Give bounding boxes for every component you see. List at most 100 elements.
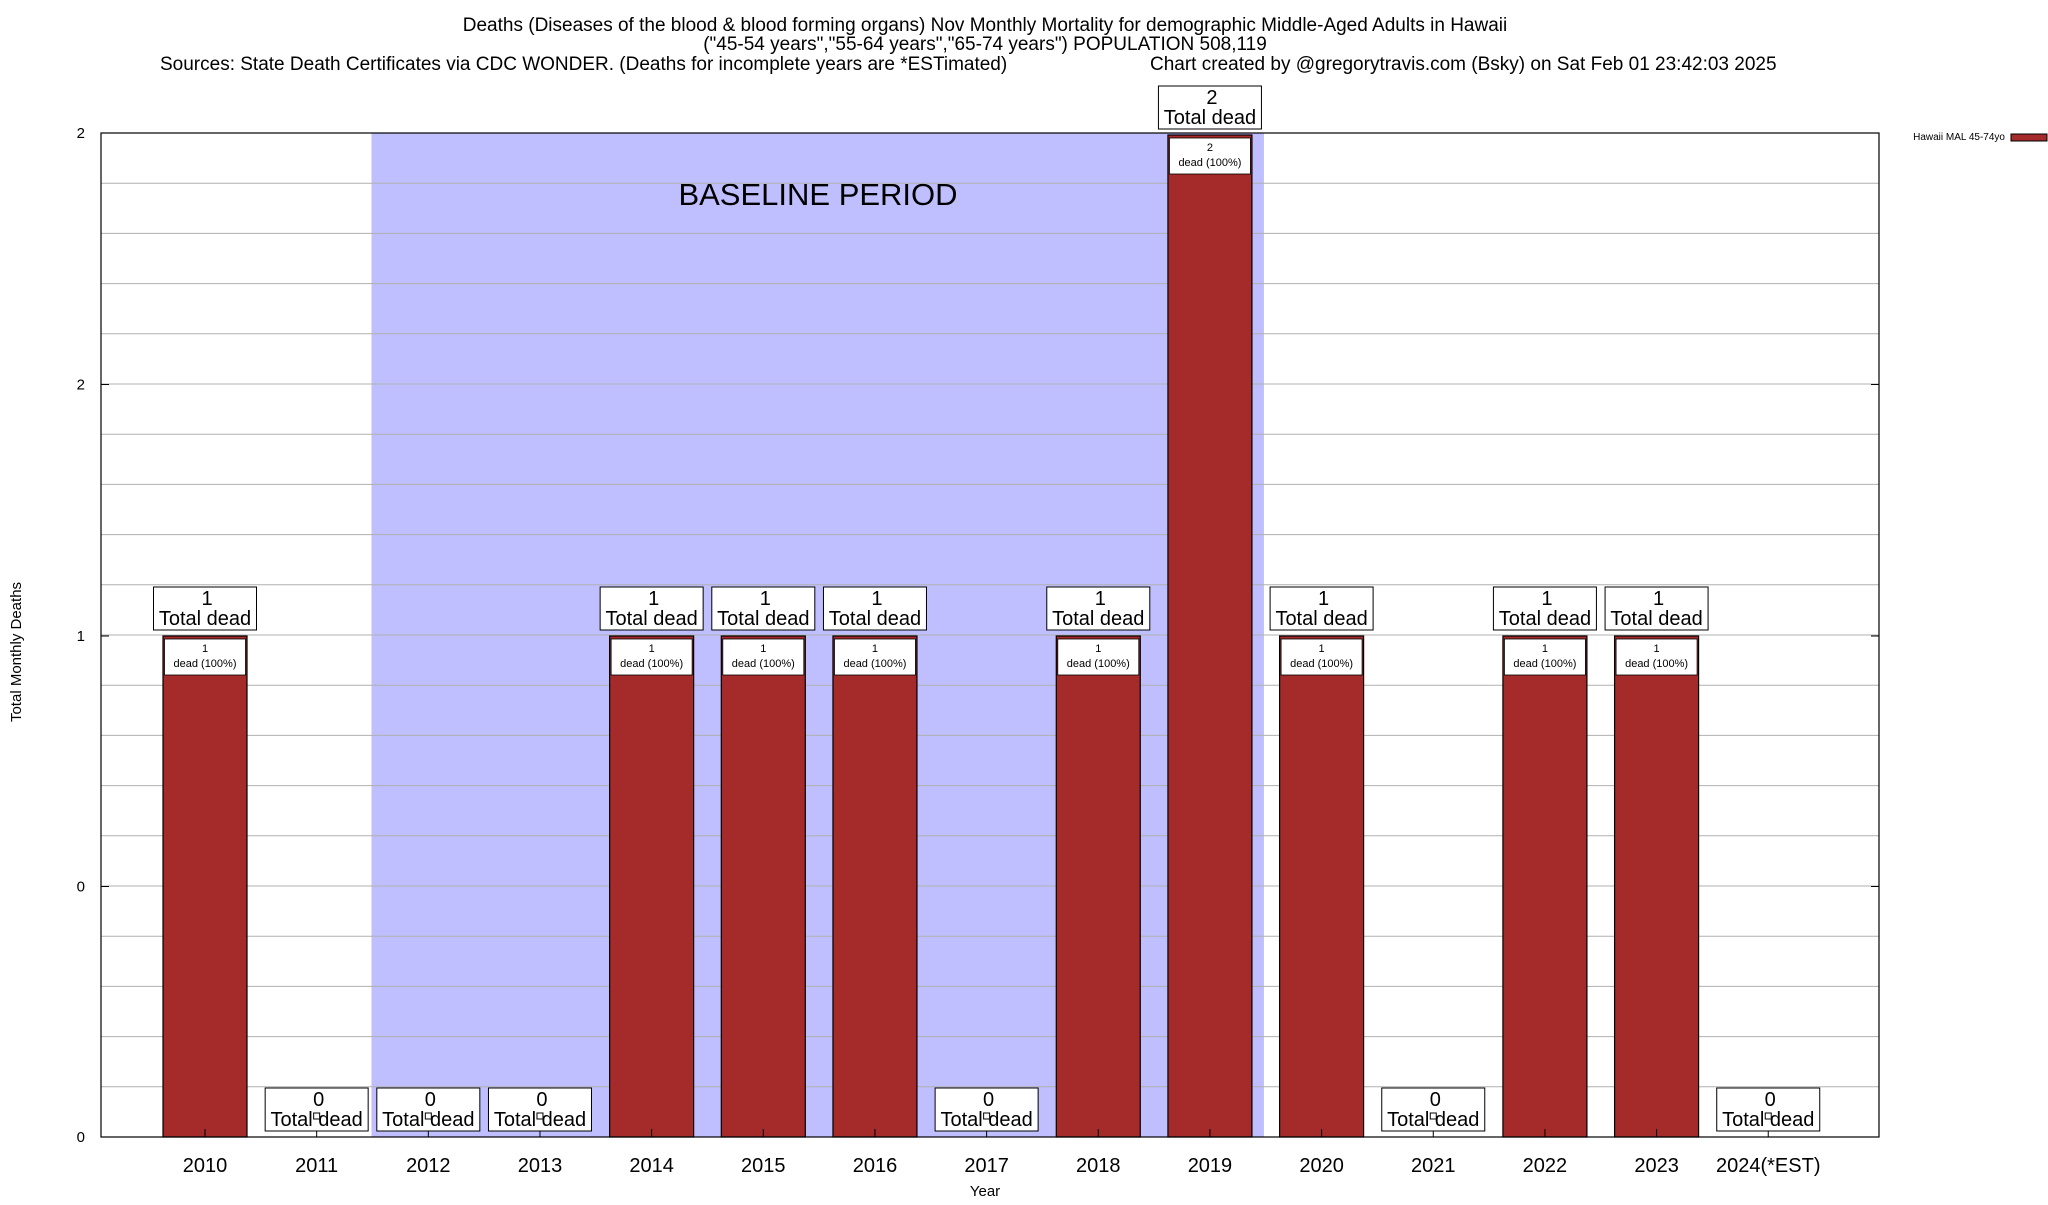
y-tick-label: 1 (77, 628, 85, 645)
legend-entry-swatch (2010, 133, 2048, 142)
chart-credit-text: Chart created by @gregorytravis.com (Bsk… (1150, 54, 1777, 75)
total-label-text: Total dead (717, 608, 809, 630)
x-tick-label: 2018 (1076, 1155, 1121, 1177)
bar-inner-label-value: 1 (1654, 643, 1660, 655)
bar-inner-label-box (610, 638, 693, 676)
bar-inner-label-text: dead (100%) (732, 658, 795, 670)
total-label-text: Total dead (1610, 608, 1702, 630)
total-label-box (1046, 586, 1151, 631)
plot-border (100, 132, 1880, 1138)
bar-inner-label-value: 1 (1095, 643, 1101, 655)
bar-inner-label-text: dead (100%) (1290, 658, 1353, 670)
baseline-period-label: BASELINE PERIOD (678, 177, 957, 212)
bar-inner-label-text: dead (100%) (1178, 157, 1241, 169)
legend-entry-label: Hawaii MAL 45-74yo (1913, 132, 2005, 143)
plot-frame (100, 132, 1880, 1138)
x-tick-label: 2019 (1188, 1155, 1233, 1177)
total-label-value: 0 (313, 1089, 324, 1111)
y-tick-label: 0 (77, 1129, 85, 1146)
y-axis-ticks: 0 0 1 2 2 (77, 125, 1879, 1146)
total-label-box (1492, 586, 1597, 631)
bar-2022 (1502, 635, 1588, 1138)
total-label-value: 1 (1541, 588, 1552, 610)
y-axis-label: Total Monthly Deaths (8, 582, 25, 722)
bar-2014 (609, 635, 695, 1138)
bar-2018 (1055, 635, 1141, 1138)
x-axis-label: Year (970, 1183, 1000, 1200)
x-tick-label: 2011 (295, 1155, 338, 1177)
bar-inner-label-box (1504, 638, 1586, 676)
bar-inner-label-value: 1 (1542, 643, 1548, 655)
zero-marker (424, 1112, 432, 1120)
bar-inner-label-value: 1 (202, 643, 208, 655)
x-tick-label: 2016 (853, 1155, 898, 1177)
bar-inner-label-text: dead (100%) (1513, 658, 1576, 670)
total-label-value: 0 (983, 1089, 994, 1111)
total-label-text: Total dead (271, 1109, 363, 1131)
total-label-box (1269, 586, 1374, 631)
chart-title-line-1: Deaths (Diseases of the blood & blood fo… (463, 15, 1507, 36)
x-tick-label: 2015 (741, 1155, 786, 1177)
total-label-box (376, 1087, 481, 1132)
chart-title-line-2: ("45-54 years","55-64 years","65-74 year… (703, 34, 1267, 55)
total-label-text: Total dead (1387, 1109, 1479, 1131)
total-label-box (1157, 85, 1262, 130)
bar-inner-label-value: 1 (872, 643, 878, 655)
total-label-value: 1 (1653, 588, 1664, 610)
y-tick-label: 2 (77, 125, 85, 142)
total-label-text: Total dead (1052, 608, 1144, 630)
bar-inner-label-text: dead (100%) (620, 658, 683, 670)
bar-2020 (1278, 635, 1365, 1138)
total-label-value: 2 (1206, 87, 1217, 109)
total-label-value: 1 (648, 588, 659, 610)
bar-inner-label-box (164, 638, 246, 676)
total-label-box (599, 586, 704, 631)
x-tick-label: 2014 (629, 1155, 674, 1177)
bar-inner-label-value: 2 (1207, 142, 1213, 154)
bar-2010 (162, 635, 248, 1138)
bar-inner-label-box (722, 638, 805, 676)
bar-2023 (1613, 635, 1700, 1138)
total-label-value: 1 (760, 588, 771, 610)
bar-inner-label-box (1169, 137, 1251, 175)
bar-inner-label-text: dead (100%) (1067, 658, 1130, 670)
x-tick-label: 2010 (183, 1155, 228, 1177)
bar-2019 (1167, 134, 1253, 1138)
total-label-text: Total dead (1499, 608, 1591, 630)
bar-inner-label-box (1280, 638, 1363, 676)
total-label-box (934, 1087, 1039, 1132)
total-label-box (487, 1087, 592, 1132)
total-label-value: 1 (1095, 588, 1106, 610)
total-label-text: Total dead (1275, 608, 1367, 630)
zero-marker (1429, 1112, 1437, 1120)
legend: Hawaii MAL 45-74yo (1913, 132, 2048, 143)
x-axis-ticks: 2010 2011 2012 2013 2014 2015 2016 2017 2018 2019… (183, 1129, 1821, 1177)
total-label-value: 1 (871, 588, 882, 610)
x-tick-label: 2017 (964, 1155, 1009, 1177)
total-label-box (153, 586, 257, 631)
total-label-box (1604, 586, 1709, 631)
total-label-value: 0 (1765, 1089, 1776, 1111)
total-label-text: Total dead (494, 1109, 586, 1131)
total-label-text: Total dead (1722, 1109, 1814, 1131)
total-label-value: 1 (1318, 588, 1329, 610)
bar-inner-label-box (834, 638, 916, 676)
bar-inner-label-box (1615, 638, 1698, 676)
total-label-text: Total dead (605, 608, 697, 630)
total-label-text: Total dead (829, 608, 921, 630)
bar-2016 (832, 635, 918, 1138)
zero-marker (983, 1112, 991, 1120)
y-tick-label: 0 (77, 879, 85, 896)
y-tick-label: 2 (77, 377, 85, 394)
total-label-box (822, 586, 927, 631)
total-label-text: Total dead (159, 608, 251, 630)
x-tick-label: 2013 (518, 1155, 563, 1177)
x-tick-label: 2021 (1411, 1155, 1456, 1177)
chart-source-text: Sources: State Death Certificates via CD… (160, 54, 1007, 75)
x-tick-label: 2022 (1523, 1155, 1568, 1177)
x-tick-label: 2024(*EST) (1716, 1155, 1821, 1177)
bar-inner-label-box (1057, 638, 1140, 676)
total-label-value: 0 (425, 1089, 436, 1111)
